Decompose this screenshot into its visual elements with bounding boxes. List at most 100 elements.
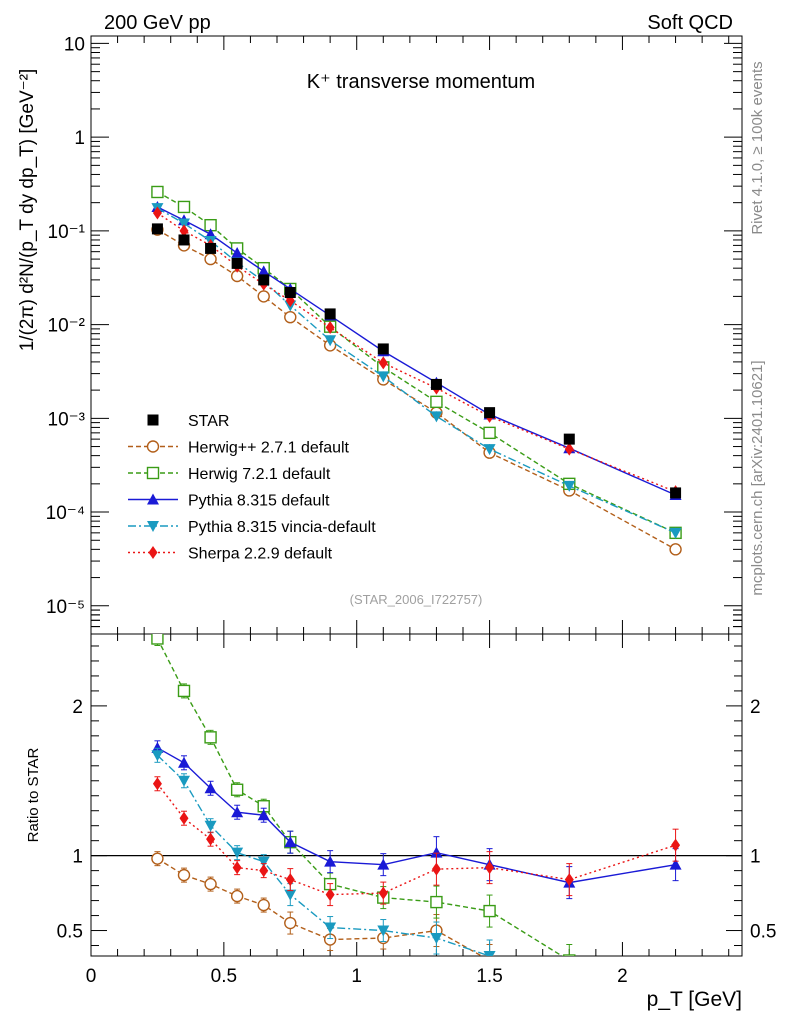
data-point-herwig-7-2-1-default bbox=[430, 395, 443, 409]
legend-marker-pythia-8-315-vincia-default bbox=[147, 521, 159, 532]
ratio-point-herwig-2-7-1-default bbox=[284, 916, 297, 930]
main-axes: 10⁻⁵ 10⁻⁴ 10⁻³ 10⁻² 10⁻¹ 1 10 bbox=[46, 34, 742, 634]
ratio-y-axis-label: Ratio to STAR bbox=[25, 747, 42, 842]
ratio-point-herwig-7-2-1-default bbox=[563, 954, 576, 956]
data-point-star bbox=[377, 343, 389, 355]
data-point-pythia-8-315-default bbox=[257, 265, 270, 277]
main-y-tick-label: 10⁻⁵ bbox=[46, 597, 85, 618]
ratio-y-tick-label-left: 1 bbox=[72, 847, 83, 868]
x-tick-label: 2 bbox=[617, 966, 628, 987]
x-axis-label: p_T [GeV] bbox=[647, 988, 742, 1011]
x-tick-label: 1.5 bbox=[476, 966, 502, 987]
ratio-line-herwig-2-7-1-default bbox=[157, 858, 484, 956]
ratio-point-pythia-8-315-vincia-default bbox=[204, 820, 217, 832]
main-y-tick-label: 10⁻² bbox=[48, 316, 86, 337]
ratio-point-herwig-2-7-1-default bbox=[177, 868, 191, 882]
header-right-label: Soft QCD bbox=[647, 12, 733, 34]
ratio-point-herwig-2-7-1-default bbox=[485, 954, 494, 956]
main-panel-frame bbox=[90, 35, 743, 635]
data-point-star bbox=[430, 378, 442, 390]
ratio-point-sherpa-2-2-9-default bbox=[152, 777, 162, 791]
ratio-point-sherpa-2-2-9-default bbox=[179, 811, 189, 825]
data-point-pythia-8-315-vincia-default bbox=[324, 335, 337, 347]
main-y-tick-label: 10⁻⁴ bbox=[46, 503, 85, 524]
ratio-point-pythia-8-315-default bbox=[204, 782, 217, 794]
legend-label-herwig-7-2-1-default: Herwig 7.2.1 default bbox=[188, 466, 331, 483]
ratio-point-herwig-7-2-1-default bbox=[177, 684, 191, 698]
data-point-star bbox=[670, 487, 682, 499]
ratio-point-pythia-8-315-vincia-default bbox=[151, 750, 164, 762]
legend-marker-herwig-7-2-1-default bbox=[146, 466, 160, 480]
ratio-point-herwig-2-7-1-default bbox=[151, 852, 164, 865]
legend-label-star: STAR bbox=[188, 413, 229, 430]
mcplots-reference-label: mcplots.cern.ch [arXiv:2401.10621] bbox=[749, 360, 766, 595]
data-point-sherpa-2-2-9-default bbox=[325, 321, 335, 335]
legend: STAR Herwig++ 2.7.1 default Herwig 7.2.1 d… bbox=[128, 413, 376, 563]
data-point-pythia-8-315-vincia-default bbox=[178, 218, 190, 230]
main-y-tick-label: 10 bbox=[64, 34, 85, 55]
ratio-point-pythia-8-315-default bbox=[151, 741, 164, 753]
ratio-axes: 0 0.5 1 1.5 2 0.5 0.5 1 1 2 2 bbox=[57, 634, 776, 987]
ratio-point-sherpa-2-2-9-default bbox=[671, 838, 681, 852]
main-y-tick-label: 10⁻¹ bbox=[48, 222, 86, 243]
ratio-line-pythia-8-315-default bbox=[157, 747, 676, 884]
ratio-point-pythia-8-315-vincia-default bbox=[324, 922, 337, 934]
ratio-point-pythia-8-315-default bbox=[284, 836, 297, 848]
ratio-point-pythia-8-315-default bbox=[178, 756, 190, 768]
legend-marker-star bbox=[147, 414, 159, 426]
data-point-herwig-2-7-1-default bbox=[257, 290, 270, 303]
data-point-sherpa-2-2-9-default bbox=[378, 356, 388, 370]
ratio-point-sherpa-2-2-9-default bbox=[285, 873, 295, 887]
ratio-point-sherpa-2-2-9-default bbox=[564, 873, 574, 887]
data-point-star bbox=[284, 287, 296, 299]
ratio-y-tick-label-right: 2 bbox=[750, 697, 761, 718]
ratio-point-sherpa-2-2-9-default bbox=[259, 864, 269, 878]
ratio-point-pythia-8-315-default bbox=[257, 809, 270, 821]
data-point-star bbox=[324, 308, 336, 320]
data-point-herwig-7-2-1-default bbox=[483, 426, 496, 440]
ratio-point-pythia-8-315-default bbox=[377, 858, 390, 870]
analysis-tag: (STAR_2006_I722757) bbox=[350, 592, 483, 607]
ratio-point-herwig-7-2-1-default bbox=[483, 904, 496, 918]
ratio-point-pythia-8-315-default bbox=[669, 858, 682, 870]
series-line-pythia-8-315-default bbox=[157, 206, 676, 496]
ratio-point-pythia-8-315-vincia-default bbox=[178, 775, 190, 787]
ratio-point-sherpa-2-2-9-default bbox=[485, 861, 495, 875]
data-point-pythia-8-315-vincia-default bbox=[483, 444, 496, 456]
main-y-axis-label: 1/(2π) d²N/(p_T dy dp_T) [GeV⁻²] bbox=[17, 69, 38, 352]
legend-label-herwig-2-7-1-default: Herwig++ 2.7.1 default bbox=[188, 440, 350, 457]
ratio-line-herwig-7-2-1-default bbox=[156, 638, 564, 956]
ratio-panel-frame bbox=[90, 633, 743, 957]
main-y-tick-label: 1 bbox=[74, 128, 85, 149]
legend-label-sherpa-2-2-9-default: Sherpa 2.2.9 default bbox=[188, 546, 333, 563]
ratio-point-herwig-2-7-1-default bbox=[204, 877, 217, 891]
ratio-y-tick-label-left: 0.5 bbox=[57, 922, 83, 943]
plot-title: K⁺ transverse momentum bbox=[307, 71, 535, 93]
data-point-pythia-8-315-vincia-default bbox=[377, 371, 390, 383]
data-point-pythia-8-315-vincia-default bbox=[669, 527, 682, 539]
ratio-point-pythia-8-315-vincia-default bbox=[430, 933, 443, 945]
data-point-pythia-8-315-vincia-default bbox=[430, 411, 443, 423]
ratio-point-pythia-8-315-vincia-default bbox=[231, 847, 244, 859]
ratio-point-herwig-7-2-1-default bbox=[430, 895, 443, 909]
legend-label-pythia-8-315-default: Pythia 8.315 default bbox=[188, 493, 330, 510]
data-point-sherpa-2-2-9-default bbox=[564, 442, 574, 456]
ratio-y-tick-label-left: 2 bbox=[72, 697, 83, 718]
data-point-sherpa-2-2-9-default bbox=[179, 224, 189, 238]
ratio-y-tick-label-right: 1 bbox=[750, 847, 761, 868]
data-point-star bbox=[205, 242, 217, 254]
data-point-star bbox=[258, 274, 270, 286]
data-point-herwig-7-2-1-default bbox=[151, 185, 164, 199]
ratio-point-sherpa-2-2-9-default bbox=[232, 861, 242, 875]
ratio-point-sherpa-2-2-9-default bbox=[378, 886, 388, 900]
ratio-point-pythia-8-315-vincia-default bbox=[257, 856, 270, 868]
ratio-point-sherpa-2-2-9-default bbox=[325, 888, 335, 902]
ratio-point-pythia-8-315-vincia-default bbox=[284, 889, 297, 901]
ratio-point-herwig-7-2-1-default bbox=[230, 783, 244, 796]
legend-label-pythia-8-315-vincia-default: Pythia 8.315 vincia-default bbox=[188, 519, 376, 536]
main-series-group bbox=[151, 185, 682, 556]
ratio-point-herwig-7-2-1-default bbox=[204, 731, 217, 744]
ratio-point-pythia-8-315-default bbox=[231, 806, 244, 818]
data-point-sherpa-2-2-9-default bbox=[152, 206, 162, 220]
